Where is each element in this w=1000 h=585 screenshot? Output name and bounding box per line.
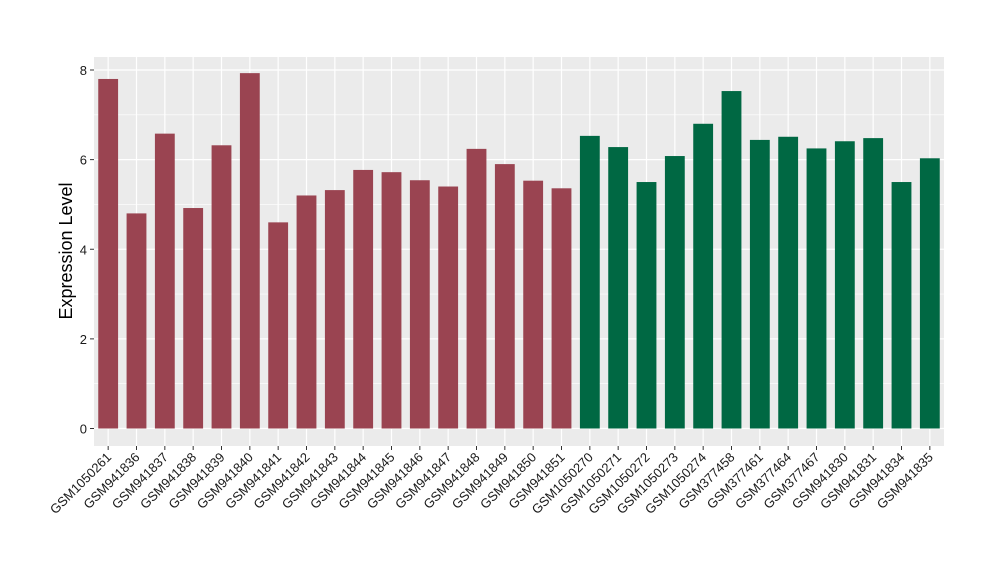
bar — [693, 123, 714, 429]
bar — [551, 188, 572, 429]
bar — [664, 156, 685, 429]
bar — [466, 148, 487, 429]
bar — [409, 180, 430, 429]
bar — [154, 133, 175, 429]
y-axis: 0 2 4 6 8 — [80, 63, 94, 437]
bar — [834, 141, 855, 429]
y-tick-label: 4 — [80, 242, 87, 257]
y-tick-label: 2 — [80, 332, 87, 347]
y-tick-label: 6 — [80, 153, 87, 168]
bar — [579, 135, 600, 429]
bar — [438, 186, 459, 429]
bar — [636, 182, 657, 429]
bar — [806, 148, 827, 429]
bar — [353, 169, 374, 429]
bar — [381, 172, 402, 429]
bar — [749, 139, 770, 429]
bar — [211, 145, 232, 429]
y-tick-label: 0 — [80, 422, 87, 437]
bar — [863, 138, 884, 429]
bar — [98, 78, 119, 429]
y-tick-label: 8 — [80, 63, 87, 78]
bar — [268, 222, 289, 429]
bar — [608, 147, 629, 429]
bar — [891, 182, 912, 429]
bar — [523, 180, 544, 429]
bar — [126, 213, 147, 429]
bar — [721, 91, 742, 429]
bar — [183, 208, 204, 429]
bars — [98, 73, 940, 429]
bar — [778, 136, 799, 429]
bar — [324, 190, 345, 429]
y-axis-title: Expression Level — [56, 182, 76, 319]
x-axis: GSM1050261GSM941836GSM941837GSM941838GSM… — [47, 446, 936, 517]
bar — [919, 158, 940, 429]
bar — [296, 195, 317, 429]
bar — [239, 73, 260, 429]
plot-panel — [94, 57, 944, 446]
bar — [494, 164, 515, 429]
